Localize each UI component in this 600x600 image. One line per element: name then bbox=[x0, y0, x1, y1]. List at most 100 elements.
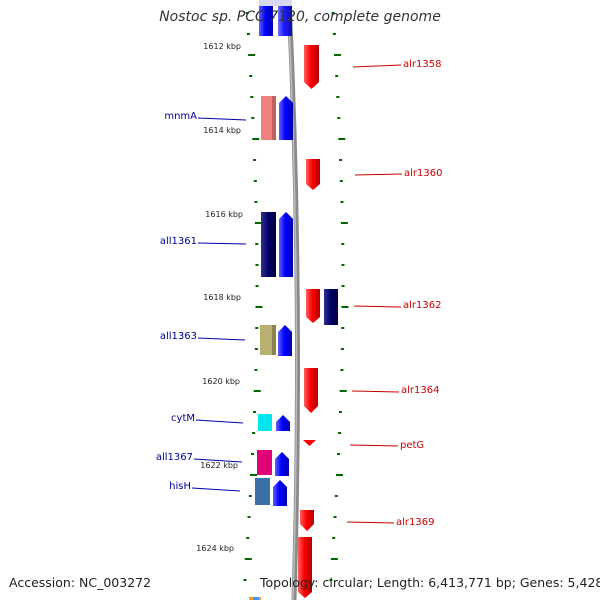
cytM-strand-arrow bbox=[276, 415, 290, 431]
hisH-callout bbox=[191, 487, 241, 492]
all1367-callout bbox=[193, 458, 243, 463]
mnmA-strand-arrow bbox=[279, 96, 293, 140]
reverse-gene-top-band bbox=[259, 0, 292, 6]
tick-mark bbox=[248, 495, 252, 497]
tick-mark bbox=[340, 222, 348, 224]
tick-mark bbox=[246, 537, 250, 539]
all1363-gene-shade bbox=[272, 325, 276, 355]
petG-callout bbox=[349, 444, 399, 447]
tick-mark bbox=[251, 117, 255, 119]
tick-mark bbox=[338, 432, 342, 434]
topology-text: Topology: circular; Length: 6,413,771 bp… bbox=[260, 575, 600, 590]
kbp-label-1618: 1618 kbp bbox=[203, 293, 241, 302]
tick-mark bbox=[336, 96, 340, 98]
gene-label-all1367[interactable]: all1367 bbox=[155, 452, 193, 463]
alr1364-gene bbox=[304, 368, 318, 413]
kbp-label-1622: 1622 kbp bbox=[200, 461, 238, 470]
mnmA-callout bbox=[197, 117, 247, 121]
all1367-gene bbox=[257, 450, 272, 475]
gene-label-alr1364[interactable]: alr1364 bbox=[401, 385, 440, 396]
alr1360-callout bbox=[354, 173, 403, 176]
tick-mark bbox=[253, 159, 257, 161]
alr1369-gene bbox=[300, 510, 314, 531]
tick-mark bbox=[337, 453, 341, 455]
all1367-strand-arrow bbox=[275, 452, 289, 476]
tick-mark bbox=[243, 579, 247, 581]
tick-mark bbox=[252, 411, 256, 413]
gene-features bbox=[255, 0, 338, 598]
gene-label-all1361[interactable]: all1361 bbox=[159, 236, 197, 247]
tick-mark bbox=[246, 33, 250, 35]
reverse-gene-top-1 bbox=[259, 0, 273, 36]
tick-mark bbox=[244, 558, 252, 560]
callout-lines bbox=[191, 64, 403, 524]
hisH-strand-arrow bbox=[273, 480, 287, 506]
tick-mark bbox=[334, 495, 338, 497]
tick-mark bbox=[254, 369, 258, 371]
kbp-label-1624: 1624 kbp bbox=[196, 544, 234, 553]
tick-mark bbox=[255, 264, 259, 266]
alr1358-callout bbox=[352, 64, 402, 68]
all1363-callout bbox=[197, 337, 246, 341]
tick-mark bbox=[252, 432, 256, 434]
kbp-label-1614: 1614 kbp bbox=[203, 126, 241, 135]
tick-mark bbox=[338, 138, 346, 140]
tick-mark bbox=[333, 516, 337, 518]
tick-mark bbox=[254, 348, 258, 350]
tick-mark bbox=[253, 180, 257, 182]
tick-mark bbox=[340, 348, 344, 350]
tick-mark bbox=[247, 516, 251, 518]
hisH-gene bbox=[255, 478, 270, 505]
alr1360-gene bbox=[306, 159, 320, 190]
gene-label-petG[interactable]: petG bbox=[400, 440, 425, 451]
tick-mark bbox=[255, 306, 263, 308]
gene-label-alr1369[interactable]: alr1369 bbox=[396, 517, 435, 528]
all1361-gene bbox=[261, 212, 276, 277]
alr1362-callout bbox=[353, 305, 402, 308]
tick-mark bbox=[245, 12, 249, 14]
tick-mark bbox=[341, 264, 345, 266]
tick-mark bbox=[249, 75, 253, 77]
tick-mark bbox=[339, 390, 347, 392]
reverse-gene-top-2 bbox=[278, 0, 292, 36]
gene-label-alr1358[interactable]: alr1358 bbox=[403, 59, 442, 70]
tick-mark bbox=[255, 243, 259, 245]
kbp-label-1616: 1616 kbp bbox=[205, 210, 243, 219]
tick-mark bbox=[329, 579, 333, 581]
gene-label-all1363[interactable]: all1363 bbox=[159, 331, 197, 342]
gene-label-alr1360[interactable]: alr1360 bbox=[404, 168, 443, 179]
gene-label-cytM[interactable]: cytM bbox=[171, 413, 195, 424]
forward-gene-bottom bbox=[298, 537, 312, 598]
tick-mark bbox=[338, 411, 342, 413]
mnmA-gene-shade bbox=[272, 96, 276, 140]
gene-label-hisH[interactable]: hisH bbox=[169, 481, 191, 492]
alr1358-gene bbox=[304, 45, 319, 89]
cytM-gene bbox=[258, 414, 272, 431]
alr1362-neighbor-gene bbox=[324, 289, 338, 325]
tick-marks bbox=[243, 12, 349, 581]
tick-mark bbox=[340, 201, 344, 203]
all1363-strand-arrow bbox=[278, 325, 292, 356]
tick-mark bbox=[341, 243, 345, 245]
tick-mark bbox=[254, 222, 262, 224]
all1361-strand-arrow bbox=[279, 212, 293, 277]
tick-mark bbox=[250, 96, 254, 98]
tick-mark bbox=[332, 33, 336, 35]
tick-mark bbox=[251, 453, 255, 455]
tick-mark bbox=[339, 180, 343, 182]
tick-mark bbox=[254, 201, 258, 203]
all1361-callout bbox=[197, 242, 247, 245]
tick-mark bbox=[330, 558, 338, 560]
tick-mark bbox=[249, 474, 257, 476]
alr1369-callout bbox=[346, 521, 395, 524]
gene-label-mnmA[interactable]: mnmA bbox=[164, 111, 197, 122]
tick-mark bbox=[341, 306, 349, 308]
alr1362-gene bbox=[306, 289, 320, 323]
tick-mark bbox=[334, 54, 342, 56]
tick-mark bbox=[252, 138, 260, 140]
gene-label-alr1362[interactable]: alr1362 bbox=[403, 300, 442, 311]
tick-mark bbox=[340, 369, 344, 371]
kbp-label-1620: 1620 kbp bbox=[202, 377, 240, 386]
tick-mark bbox=[335, 75, 339, 77]
